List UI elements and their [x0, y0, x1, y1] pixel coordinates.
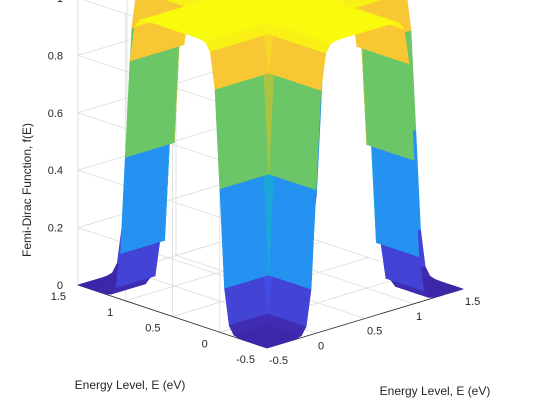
surface-mesh	[77, 0, 464, 349]
x-tick-label: -0.5	[269, 355, 288, 367]
z-tick-label: 0.6	[48, 108, 63, 120]
y-tick-label: 0.5	[145, 323, 160, 335]
z-tick-label: 1	[57, 0, 63, 5]
z-tick-label: 0.2	[48, 223, 63, 235]
x-axis-line	[266, 288, 464, 349]
y-tick-label: 0	[202, 338, 208, 350]
x-tick-label: 0.5	[367, 326, 382, 338]
surface-patch	[169, 0, 177, 4]
surface-patch	[178, 0, 188, 7]
x-tick-label: 0	[318, 340, 324, 352]
surface-patch	[198, 0, 206, 2]
surface-patch	[452, 287, 464, 291]
z-axis-label: Femi-Dirac Function, f(E)	[20, 123, 34, 257]
tick-labels: -0.500.511.5-0.500.511.500.20.40.60.81	[48, 0, 481, 367]
surface-patch	[165, 0, 171, 2]
y-tick-label: -0.5	[236, 354, 255, 366]
y-tick-label: 1	[107, 307, 113, 319]
z-tick-label: 0.8	[48, 50, 63, 62]
y-axis-label: Energy Level, E (eV)	[75, 378, 186, 392]
z-tick-label: 0.4	[48, 165, 63, 177]
z-tick-label: 0	[57, 280, 63, 292]
surface-patch	[401, 0, 412, 33]
x-tick-label: 1	[416, 311, 422, 323]
y-axis-line	[77, 284, 268, 349]
x-axis-label: Energy Level, E (eV)	[380, 384, 491, 398]
y-tick-label: 1.5	[51, 291, 66, 303]
x-tick-label: 1.5	[465, 296, 480, 308]
surface-patch	[393, 20, 406, 31]
